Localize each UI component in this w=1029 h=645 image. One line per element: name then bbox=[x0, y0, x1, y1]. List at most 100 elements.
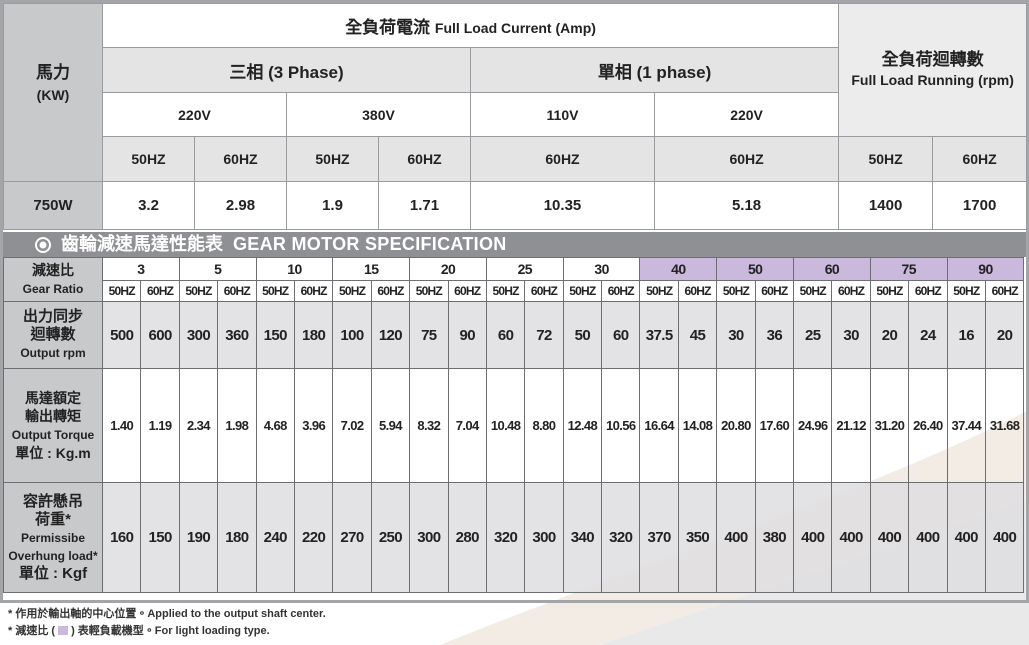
footnotes: * 作用於輸出軸的中心位置。Applied to the output shaf… bbox=[8, 606, 326, 640]
spec-value: 50 bbox=[562, 301, 603, 369]
frequency: 50HZ bbox=[101, 280, 142, 302]
footnote: * 減速比 () 表輕負載機型。For light loading type. bbox=[8, 623, 326, 640]
frequency: 50HZ bbox=[485, 280, 526, 302]
frequency: 60HZ bbox=[653, 136, 840, 182]
light-swatch bbox=[58, 626, 69, 635]
spec-value: 400 bbox=[793, 482, 833, 593]
section-title-zh: 齒輪減速馬達性能表 bbox=[61, 234, 223, 254]
row-label-line: 荷重* bbox=[35, 510, 71, 528]
spec-value: 31.20 bbox=[869, 368, 910, 483]
frequency: 60HZ bbox=[984, 280, 1025, 302]
rpm-title-en: Full Load Running (rpm) bbox=[851, 72, 1014, 88]
row-label-line: Overhung load* bbox=[8, 548, 98, 563]
row-label: 馬達額定 輸出轉矩 Output Torque 單位 : Kg.m bbox=[3, 368, 103, 483]
gear-ratio: 10 bbox=[255, 257, 334, 281]
spec-value: 17.60 bbox=[754, 368, 795, 483]
freq-row: 50HZ 60HZ 50HZ 60HZ 50HZ 60HZ 50HZ 60HZ 50HZ 60HZ… bbox=[4, 280, 1025, 302]
frequency: 50HZ bbox=[793, 280, 833, 302]
spec-value: 25 bbox=[793, 301, 833, 369]
spec-value: 20 bbox=[869, 301, 910, 369]
spec-value: 1.98 bbox=[217, 368, 257, 483]
spec-value: 190 bbox=[178, 482, 219, 593]
spec-value: 150 bbox=[255, 301, 295, 369]
spec-value: 24.96 bbox=[793, 368, 833, 483]
current-title-zh: 全負荷電流 bbox=[345, 18, 431, 37]
current-value: 1.9 bbox=[286, 181, 379, 230]
gear-table: 減速比 Gear Ratio 3 5 10 15 20 25 30 40 50 60 75 90 50HZ 6… bbox=[3, 257, 1025, 593]
row-label-line: Gear Ratio bbox=[22, 282, 84, 296]
frequency: 50HZ bbox=[178, 280, 219, 302]
spec-value: 320 bbox=[485, 482, 526, 593]
frequency: 60HZ bbox=[831, 280, 871, 302]
row-label-line: 減速比 bbox=[32, 262, 74, 278]
frequency: 50HZ bbox=[838, 136, 934, 182]
row-label-line: 單位 : Kg.m bbox=[15, 445, 91, 461]
spec-value: 60 bbox=[601, 301, 641, 369]
spec-value: 20.80 bbox=[716, 368, 756, 483]
frequency: 60HZ bbox=[447, 280, 487, 302]
current-value: 3.2 bbox=[102, 181, 195, 230]
spec-value: 350 bbox=[677, 482, 718, 593]
spec-value: 45 bbox=[677, 301, 718, 369]
frequency: 50HZ bbox=[332, 280, 372, 302]
frequency: 60HZ bbox=[524, 280, 564, 302]
gear-ratio: 20 bbox=[409, 257, 487, 281]
three-phase: 三相 (3 Phase) bbox=[102, 47, 471, 93]
row-label-line: 單位 : Kgf bbox=[18, 564, 88, 582]
row-label-line: Permissibe bbox=[20, 530, 86, 545]
spec-value: 400 bbox=[946, 482, 986, 593]
row-label-line: 馬達額定 bbox=[25, 390, 81, 406]
current-value: 1400 bbox=[838, 181, 934, 230]
power-value: 750W bbox=[3, 181, 103, 230]
spec-value: 280 bbox=[447, 482, 487, 593]
row-label: 減速比 Gear Ratio bbox=[3, 257, 103, 302]
single-phase: 單相 (1 phase) bbox=[469, 47, 840, 93]
spec-value: 380 bbox=[754, 482, 795, 593]
spec-value: 12.48 bbox=[562, 368, 603, 483]
spec-value: 10.48 bbox=[485, 368, 526, 483]
rpm-title-zh: 全負荷迴轉數 bbox=[881, 50, 984, 69]
frequency: 60HZ bbox=[754, 280, 795, 302]
frequency: 60HZ bbox=[601, 280, 641, 302]
current-table: 馬力 (KW) 全負荷電流 Full Load Current (Amp) 全負荷… bbox=[3, 3, 1028, 230]
spec-value: 300 bbox=[409, 482, 449, 593]
gear-ratio: 40 bbox=[639, 257, 718, 281]
spec-value: 16 bbox=[946, 301, 986, 369]
voltage: 220V bbox=[102, 92, 287, 137]
row-label-line: 出力同步 bbox=[22, 308, 83, 325]
spec-value: 21.12 bbox=[831, 368, 871, 483]
frequency: 60HZ bbox=[470, 136, 655, 182]
frequency: 60HZ bbox=[677, 280, 718, 302]
frequency: 50HZ bbox=[946, 280, 986, 302]
frequency: 50HZ bbox=[639, 280, 679, 302]
spec-value: 300 bbox=[178, 301, 219, 369]
voltage: 380V bbox=[286, 92, 471, 137]
frequency: 50HZ bbox=[409, 280, 449, 302]
frequency: 60HZ bbox=[140, 280, 180, 302]
spec-value: 4.68 bbox=[255, 368, 295, 483]
spec-value: 400 bbox=[831, 482, 871, 593]
gear-ratio: 25 bbox=[485, 257, 564, 281]
current-title: 全負荷電流 Full Load Current (Amp) bbox=[101, 3, 840, 48]
spec-value: 600 bbox=[140, 301, 180, 369]
current-title-en: Full Load Current (Amp) bbox=[434, 20, 596, 36]
section-title-en: GEAR MOTOR SPECIFICATION bbox=[233, 234, 507, 254]
gear-ratio: 15 bbox=[332, 257, 411, 281]
spec-value: 1.19 bbox=[140, 368, 180, 483]
spec-row: 出力同步 迴轉數 Output rpm 500 600 300 360 150 180 100 12… bbox=[3, 301, 1025, 369]
spec-value: 20 bbox=[984, 301, 1025, 369]
gear-ratio: 90 bbox=[946, 257, 1025, 281]
gear-ratio: 5 bbox=[178, 257, 257, 281]
voltage-row: 220V 380V 110V 220V bbox=[4, 92, 1027, 137]
spec-value: 180 bbox=[293, 301, 334, 369]
spec-value: 36 bbox=[754, 301, 795, 369]
rpm-title: 全負荷迴轉數 Full Load Running (rpm) bbox=[838, 3, 1028, 137]
spec-value: 5.94 bbox=[370, 368, 411, 483]
current-value: 10.35 bbox=[470, 181, 655, 230]
spec-value: 100 bbox=[332, 301, 372, 369]
current-value: 5.18 bbox=[653, 181, 840, 230]
footnote-text: ) 表輕負載機型。For light loading type. bbox=[71, 625, 270, 637]
spec-value: 1.40 bbox=[101, 368, 142, 483]
